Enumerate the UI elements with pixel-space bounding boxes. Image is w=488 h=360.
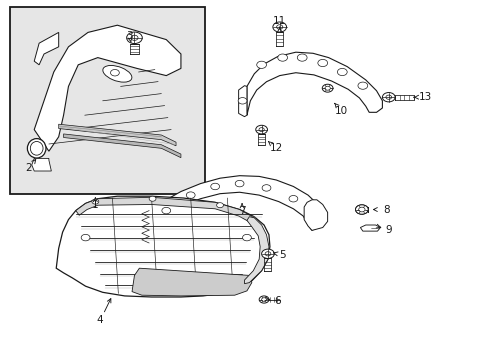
Circle shape — [355, 205, 367, 214]
Polygon shape — [144, 176, 322, 238]
Circle shape — [322, 84, 332, 92]
Text: 12: 12 — [269, 143, 283, 153]
Polygon shape — [238, 86, 246, 117]
Circle shape — [81, 234, 90, 241]
Text: 5: 5 — [278, 250, 285, 260]
Text: 7: 7 — [238, 206, 245, 216]
Circle shape — [261, 249, 274, 258]
Polygon shape — [132, 268, 251, 296]
Polygon shape — [34, 32, 59, 65]
Circle shape — [385, 95, 391, 99]
Text: 3: 3 — [126, 31, 133, 41]
Circle shape — [264, 252, 270, 256]
Circle shape — [261, 298, 266, 301]
Polygon shape — [76, 197, 254, 223]
Circle shape — [355, 205, 367, 214]
Circle shape — [259, 296, 268, 303]
Text: 13: 13 — [418, 92, 431, 102]
Circle shape — [126, 32, 142, 44]
Circle shape — [337, 68, 346, 76]
Circle shape — [110, 69, 119, 76]
Circle shape — [92, 199, 99, 204]
Text: 11: 11 — [272, 16, 286, 26]
Polygon shape — [32, 158, 51, 171]
Circle shape — [238, 98, 246, 104]
Circle shape — [259, 128, 264, 131]
Circle shape — [288, 195, 297, 202]
Circle shape — [382, 93, 394, 102]
Ellipse shape — [102, 66, 132, 82]
Polygon shape — [34, 25, 181, 151]
Text: 6: 6 — [274, 296, 281, 306]
Polygon shape — [244, 217, 268, 284]
Circle shape — [131, 35, 138, 40]
Circle shape — [276, 25, 282, 29]
Polygon shape — [360, 225, 380, 231]
Ellipse shape — [30, 141, 43, 155]
Circle shape — [210, 183, 219, 190]
Polygon shape — [304, 200, 327, 230]
Text: 1: 1 — [92, 200, 99, 210]
Circle shape — [277, 54, 287, 61]
Circle shape — [186, 192, 195, 198]
Polygon shape — [246, 52, 382, 115]
Circle shape — [297, 54, 306, 61]
Circle shape — [235, 180, 244, 187]
Circle shape — [216, 203, 223, 208]
Text: 9: 9 — [385, 225, 391, 235]
Circle shape — [324, 86, 330, 90]
Circle shape — [262, 185, 270, 191]
Circle shape — [242, 234, 251, 241]
Text: 10: 10 — [334, 106, 347, 116]
Circle shape — [272, 22, 286, 32]
Circle shape — [357, 82, 367, 89]
Circle shape — [149, 196, 156, 201]
Circle shape — [358, 207, 364, 212]
Polygon shape — [63, 134, 181, 158]
Text: 4: 4 — [97, 315, 103, 325]
Circle shape — [256, 61, 266, 68]
Circle shape — [162, 207, 170, 214]
Text: 2: 2 — [25, 163, 32, 174]
Circle shape — [255, 125, 267, 134]
Ellipse shape — [27, 139, 46, 158]
Polygon shape — [56, 196, 269, 297]
FancyBboxPatch shape — [10, 7, 205, 194]
Circle shape — [358, 207, 364, 212]
Text: 8: 8 — [382, 204, 389, 215]
Circle shape — [317, 59, 327, 67]
Polygon shape — [59, 124, 176, 146]
